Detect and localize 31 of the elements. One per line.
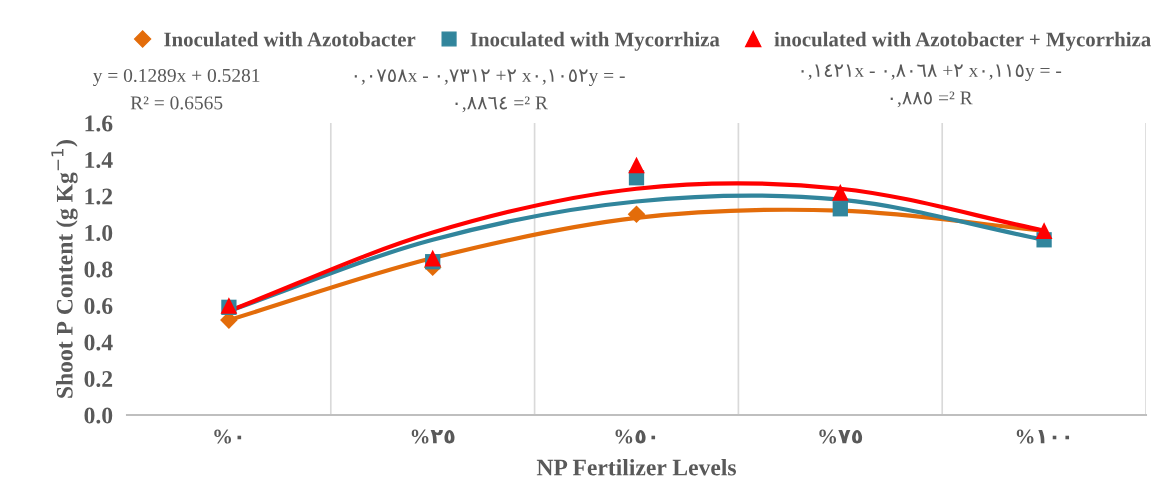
text: y = 0.1289x + 0.5281: [92, 68, 260, 87]
point: [628, 156, 645, 174]
text: ٠,٠٧٥٨x - ٠,٧٣١٢ +٢ x٠,١٠٥٢y = -: [354, 69, 625, 87]
x-tick-label: %٧٥: [819, 429, 863, 444]
point: [832, 201, 848, 217]
text: ٠,٨٨٦٤ =² R: [455, 96, 548, 113]
text: R² = 0.6565: [130, 96, 223, 110]
text: ٠,٨٨٥ =² R: [890, 91, 973, 108]
y-tick-label: 0.0: [84, 407, 113, 424]
point: [831, 184, 849, 201]
y-tick-label: 0.2: [84, 370, 113, 388]
y-tick-label: 0.8: [84, 261, 113, 278]
legend-label: inoculated with Azotobacter + Mycorrhiza: [774, 31, 1151, 51]
y-axis-title: Shoot P Content (g Kg$^{−1}$): [51, 140, 78, 398]
point: [424, 249, 442, 267]
x-tick-label: %٢٥: [411, 429, 455, 444]
x-axis-title: NP Fertilizer Levels: [536, 458, 737, 476]
x-tick-label: %٥٠: [615, 429, 656, 444]
x-tick-label: %١٠٠: [1016, 429, 1070, 444]
x-tick-label: %٠: [214, 429, 242, 444]
text: ٠,١٤٢١x - ٠,٨٠٦٨ +٢ x٠,١١٥y = -: [801, 64, 1062, 82]
legend-label: Inoculated with Mycorrhiza: [470, 31, 720, 51]
y-tick-label: 1.4: [85, 152, 113, 169]
y-tick-label: 0.4: [84, 334, 113, 351]
y-tick-label: 1.2: [85, 188, 113, 205]
legend-label: Inoculated with Azotobacter: [164, 31, 416, 47]
y-tick-label: 0.6: [84, 297, 113, 315]
point: [627, 205, 646, 224]
y-tick-label: 1.6: [85, 115, 113, 132]
point: [1035, 222, 1053, 240]
y-tick-label: 1.0: [85, 224, 113, 242]
